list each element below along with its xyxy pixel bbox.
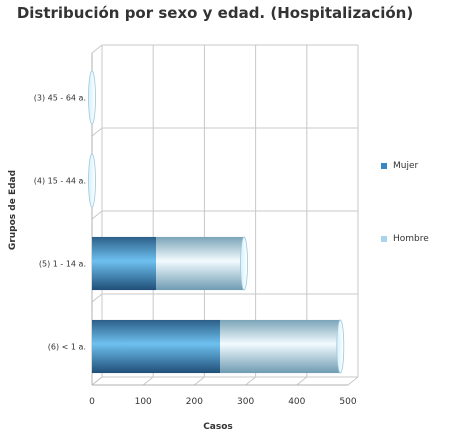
legend-swatch-hombre [381,236,387,242]
labels-layer: 0 100 200 300 400 500 (3) 45 - 64 a. (4) 15 - 4… [34,94,357,408]
floor-line-1 [142,376,154,386]
left-wall-line-3 [91,293,103,303]
x-tick-label-3: 300 [237,397,254,407]
bars-layer [88,70,345,374]
x-tick-label-2: 200 [186,397,203,407]
y-tick-label-3: (6) < 1 a. [48,343,86,352]
bar-mujer-3 [92,319,220,374]
floor-line-3 [245,376,256,386]
chart-title: Distribución por sexo y edad. (Hospitali… [16,4,414,22]
left-wall-line-0 [91,44,103,54]
x-tick-label-0: 0 [89,397,95,407]
x-tick-label-1: 100 [135,397,152,407]
y-axis-title: Grupos de Edad [8,170,18,250]
legend-label-mujer: Mujer [393,161,419,171]
floor-line-4 [296,376,308,386]
y-tick-label-2: (5) 1 - 14 a. [39,260,86,269]
legend-swatch-mujer [381,163,387,169]
bar-cap-2 [240,236,248,291]
floor-line-2 [194,376,205,386]
x-tick-label-5: 500 [339,397,356,407]
legend-item-hombre: Hombre [381,234,429,244]
x-axis-title: Casos [203,422,233,432]
left-wall-line-2 [91,210,103,220]
bar-mujer-2 [92,236,156,291]
legend-label-hombre: Hombre [393,234,429,244]
x-tick-label-4: 400 [288,397,305,407]
legend-item-mujer: Mujer [381,161,418,171]
bar-cap-1 [88,153,96,208]
bar-cap-3 [336,319,345,374]
bar-hombre-2 [156,236,245,291]
y-tick-label-0: (3) 45 - 64 a. [34,94,86,103]
y-tick-label-1: (4) 15 - 44 a. [34,177,86,186]
left-wall-line-1 [91,127,103,137]
floor-line-5 [347,376,359,386]
bar-cap-0 [88,70,96,125]
bar-hombre-3 [220,319,341,374]
floor-line-0 [91,376,103,386]
